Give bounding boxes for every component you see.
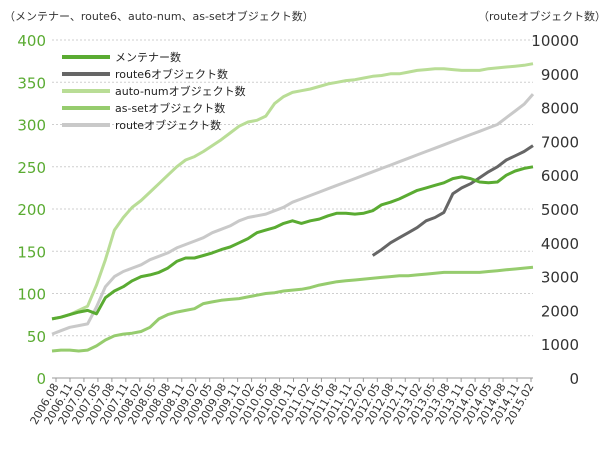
right-tick-label: 5000 (541, 201, 579, 219)
legend-label: メンテナー数 (115, 51, 181, 64)
right-tick-label: 1000 (541, 336, 579, 354)
right-tick-label: 4000 (541, 235, 579, 253)
left-tick-label: 250 (17, 159, 46, 177)
right-tick-label: 9000 (541, 66, 579, 84)
left-tick-label: 300 (17, 117, 46, 135)
left-axis: 0 50 100 150 200 250 300 350 400 (17, 32, 46, 388)
legend-label: route6オブジェクト数 (115, 67, 228, 81)
right-tick-label: 7000 (541, 133, 579, 151)
right-tick-label: 3000 (541, 269, 579, 287)
x-axis: 2006.082006.112007.022007.052007.082007.… (28, 377, 537, 427)
left-tick-label: 400 (17, 32, 46, 50)
left-tick-label: 150 (17, 243, 46, 261)
right-tick-label: 2000 (541, 302, 579, 320)
left-tick-label: 200 (17, 201, 46, 219)
left-tick-label: 0 (36, 370, 46, 388)
right-tick-label: 6000 (541, 167, 579, 185)
series-line-2 (51, 62, 534, 321)
right-tick-label: 0 (569, 370, 579, 388)
series-lines (51, 62, 535, 353)
right-axis-title: （routeオブジェクト数） (478, 10, 600, 23)
right-axis: 0 1000 2000 3000 4000 5000 6000 7000 8000 9000 100… (531, 32, 579, 388)
right-tick-label: 8000 (541, 100, 579, 118)
right-tick-label: 10000 (531, 32, 579, 50)
series-line-0 (51, 165, 534, 321)
left-axis-title: （メンテナー、route6、auto-num、as-setオブジェクト数） (4, 10, 314, 23)
left-tick-label: 100 (17, 286, 46, 304)
legend: メンテナー数 route6オブジェクト数 auto-numオブジェクト数 as-set… (62, 51, 246, 132)
legend-label: auto-numオブジェクト数 (115, 84, 246, 98)
series-line-4 (51, 93, 535, 336)
series-line-1 (371, 144, 534, 257)
left-tick-label: 50 (27, 328, 46, 346)
left-tick-label: 350 (17, 74, 46, 92)
legend-label: as-setオブジェクト数 (115, 101, 225, 115)
series-line-3 (51, 265, 534, 353)
legend-label: routeオブジェクト数 (115, 118, 221, 132)
